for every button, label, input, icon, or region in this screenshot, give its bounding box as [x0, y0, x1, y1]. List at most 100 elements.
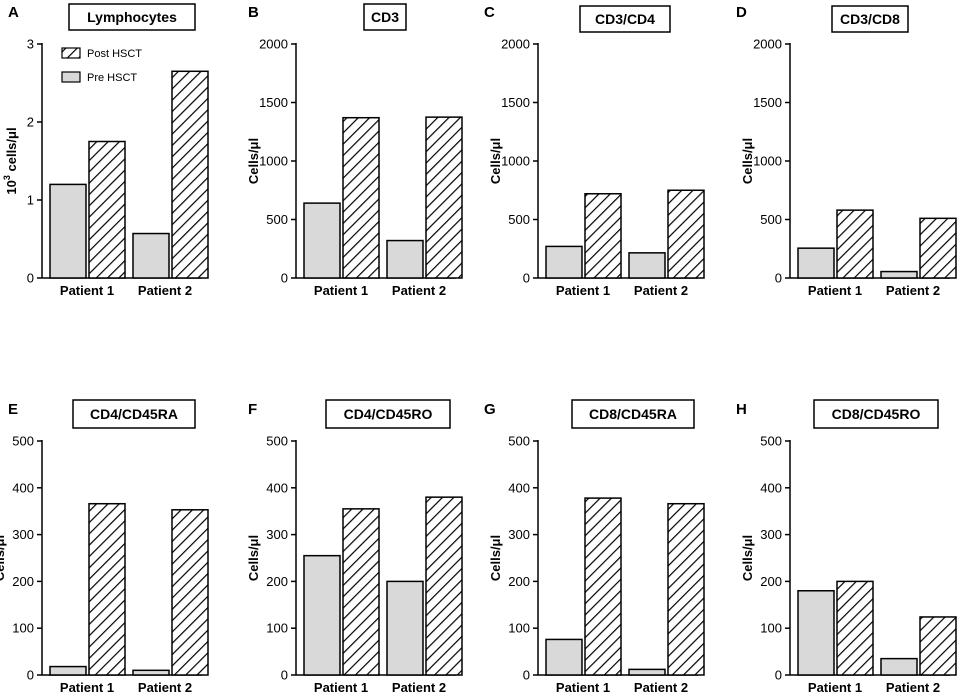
bar-pre-patient1-f	[303, 554, 341, 676]
panel-f: F CD4/CD45RO 0 100 200 300 400 500 Cells/μl Patie…	[246, 399, 463, 695]
panel-h: H CD8/CD45RO 0 100 200 300 400 500 Cells/μl Patie…	[736, 399, 957, 695]
y-tick-label-e: 100	[12, 621, 34, 636]
bar-pre-patient1-b	[303, 202, 341, 279]
y-tick-label-e: 500	[12, 434, 34, 449]
panel-g: G CD8/CD45RA 0 100 200 300 400 500 Cells/μl Patie…	[484, 399, 705, 695]
y-tick-label-h: 100	[760, 621, 782, 636]
panel-letter-a: A	[8, 4, 19, 21]
bar-pre-patient2-d	[880, 270, 918, 279]
y-tick-label-c: 1500	[501, 95, 530, 110]
bar-post-patient1-e	[88, 502, 126, 676]
y-tick-label-g: 0	[523, 668, 530, 683]
y-tick-label-g: 200	[508, 574, 530, 589]
panel-b: B CD3 0 500 1000 1500 2000 Cells/μl Patient 1 Pat…	[246, 3, 463, 298]
y-tick-label-e: 200	[12, 574, 34, 589]
category-label-h: Patient 2	[886, 680, 940, 695]
y-tick-label-h: 200	[760, 574, 782, 589]
bar-pre-patient2-g	[628, 668, 666, 676]
panel-e: E CD4/CD45RA 0 100 200 300 400 500 Cells/μl Patie…	[0, 399, 209, 695]
panel-letter-e: E	[8, 401, 18, 418]
y-axis-label-a: 103 cells/μl	[2, 127, 19, 194]
bar-post-patient1-b	[342, 116, 380, 279]
y-tick-label-f: 500	[266, 434, 288, 449]
panel-letter-h: H	[736, 401, 747, 418]
bar-post-patient2-h	[919, 616, 957, 676]
y-tick-label-a: 2	[27, 115, 34, 130]
y-tick-label-a: 0	[27, 271, 34, 286]
legend-swatch-post	[61, 47, 81, 59]
category-label-a: Patient 1	[60, 283, 114, 298]
category-label-a: Patient 2	[138, 283, 192, 298]
bar-pre-patient1-e	[49, 665, 87, 676]
bar-post-patient2-g	[667, 502, 705, 676]
legend-swatch-pre	[61, 71, 81, 83]
y-tick-label-c: 2000	[501, 37, 530, 52]
legend-label-post: Post HSCT	[87, 48, 142, 60]
title-box-c	[579, 5, 671, 33]
category-label-b: Patient 2	[392, 283, 446, 298]
y-tick-label-b: 0	[281, 271, 288, 286]
category-label-f: Patient 2	[392, 680, 446, 695]
bar-pre-patient2-e	[132, 669, 170, 676]
bar-post-patient2-e	[171, 509, 209, 676]
y-tick-label-h: 300	[760, 527, 782, 542]
y-tick-label-d: 1500	[753, 95, 782, 110]
chart-title-h: CD8/CD45RO	[832, 406, 921, 422]
bar-pre-patient2-b	[386, 239, 424, 279]
y-axis-label-d: Cells/μl	[740, 138, 755, 184]
y-tick-label-a: 1	[27, 193, 34, 208]
y-tick-label-f: 100	[266, 621, 288, 636]
y-tick-label-c: 1000	[501, 154, 530, 169]
category-label-b: Patient 1	[314, 283, 368, 298]
bar-post-patient1-c	[584, 193, 622, 279]
legend-label-pre: Pre HSCT	[87, 72, 137, 84]
panel-c: C CD3/CD4 0 500 1000 1500 2000 Cells/μl Patient …	[484, 4, 705, 298]
title-box-f	[325, 399, 451, 429]
chart-title-b: CD3	[371, 9, 399, 25]
title-box-d	[831, 5, 909, 33]
y-tick-label-h: 400	[760, 480, 782, 495]
y-tick-label-d: 0	[775, 271, 782, 286]
panel-d: D CD3/CD8 0 500 1000 1500 2000 Cells/μl Patient …	[736, 4, 957, 298]
panel-letter-c: C	[484, 4, 495, 21]
y-tick-label-b: 500	[266, 212, 288, 227]
bar-pre-patient2-a	[132, 232, 170, 279]
category-label-c: Patient 1	[556, 283, 610, 298]
y-tick-label-f: 0	[281, 668, 288, 683]
bar-pre-patient2-h	[880, 657, 918, 676]
y-tick-label-h: 500	[760, 434, 782, 449]
y-axis-label-f: Cells/μl	[246, 535, 261, 581]
panel-letter-f: F	[248, 401, 257, 418]
category-label-h: Patient 1	[808, 680, 862, 695]
chart-title-d: CD3/CD8	[840, 11, 900, 27]
category-label-e: Patient 1	[60, 680, 114, 695]
category-label-d: Patient 1	[808, 283, 862, 298]
bar-post-patient1-g	[584, 497, 622, 676]
title-box-g	[571, 399, 695, 429]
y-tick-label-d: 2000	[753, 37, 782, 52]
bar-pre-patient1-g	[545, 638, 583, 676]
bar-post-patient2-d	[919, 217, 957, 279]
y-tick-label-d: 1000	[753, 154, 782, 169]
bar-post-patient1-d	[836, 209, 874, 279]
panel-letter-g: G	[484, 401, 496, 418]
panel-letter-d: D	[736, 4, 747, 21]
bar-post-patient2-c	[667, 189, 705, 279]
title-box-a	[68, 3, 196, 31]
bar-post-patient2-f	[425, 496, 463, 676]
category-label-f: Patient 1	[314, 680, 368, 695]
title-box-e	[72, 399, 196, 429]
bar-post-patient1-h	[836, 580, 874, 676]
y-tick-label-c: 500	[508, 212, 530, 227]
bar-post-patient2-a	[171, 70, 209, 279]
bar-post-patient1-a	[88, 140, 126, 279]
y-axis-label-b: Cells/μl	[246, 138, 261, 184]
chart-title-c: CD3/CD4	[595, 11, 655, 27]
y-tick-label-b: 1000	[259, 154, 288, 169]
bar-pre-patient2-f	[386, 580, 424, 676]
y-tick-label-g: 400	[508, 480, 530, 495]
y-tick-label-f: 200	[266, 574, 288, 589]
category-label-g: Patient 1	[556, 680, 610, 695]
y-tick-label-f: 300	[266, 527, 288, 542]
